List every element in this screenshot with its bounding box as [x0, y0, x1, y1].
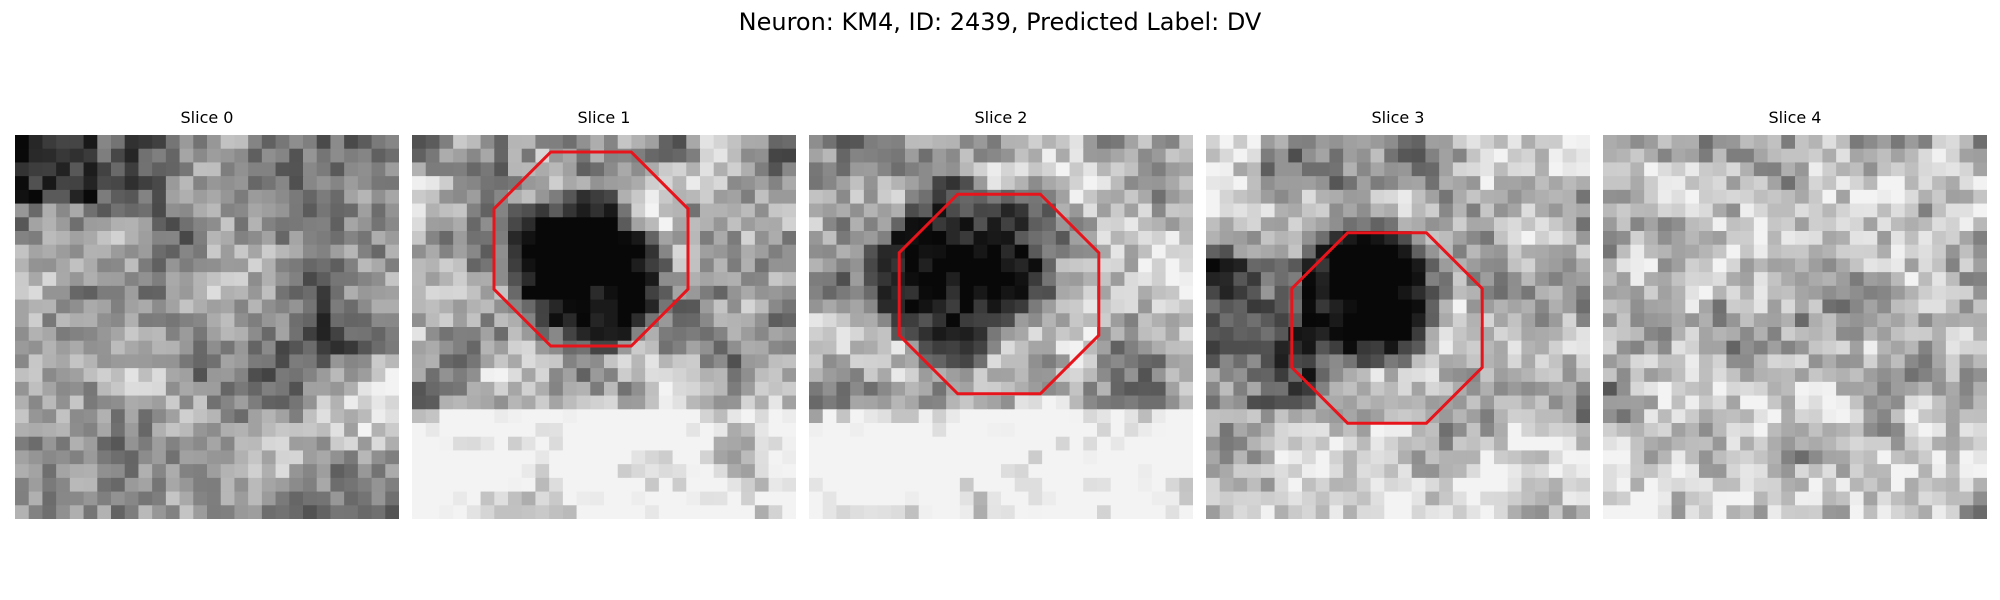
slice-panel-3: Slice 3 — [1206, 108, 1590, 519]
slice-title-1: Slice 1 — [577, 108, 631, 127]
roi-contour-2 — [897, 192, 1101, 396]
slice-title-2: Slice 2 — [974, 108, 1028, 127]
slice-title-3: Slice 3 — [1371, 108, 1425, 127]
slice-panel-2: Slice 2 — [809, 108, 1193, 519]
figure-title: Neuron: KM4, ID: 2439, Predicted Label: … — [738, 8, 1262, 36]
slice-image-0 — [15, 135, 399, 519]
slice-image-4 — [1603, 135, 1987, 519]
slice-title-4: Slice 4 — [1768, 108, 1822, 127]
slice-image-3 — [1206, 135, 1590, 519]
slice-panel-0: Slice 0 — [15, 108, 399, 519]
slice-image-2 — [809, 135, 1193, 519]
slice-panel-1: Slice 1 — [412, 108, 796, 519]
slice-image-1 — [412, 135, 796, 519]
roi-contour-1 — [492, 150, 690, 348]
slice-panel-4: Slice 4 — [1603, 108, 1987, 519]
roi-contour-3 — [1290, 231, 1484, 425]
slice-title-0: Slice 0 — [180, 108, 234, 127]
